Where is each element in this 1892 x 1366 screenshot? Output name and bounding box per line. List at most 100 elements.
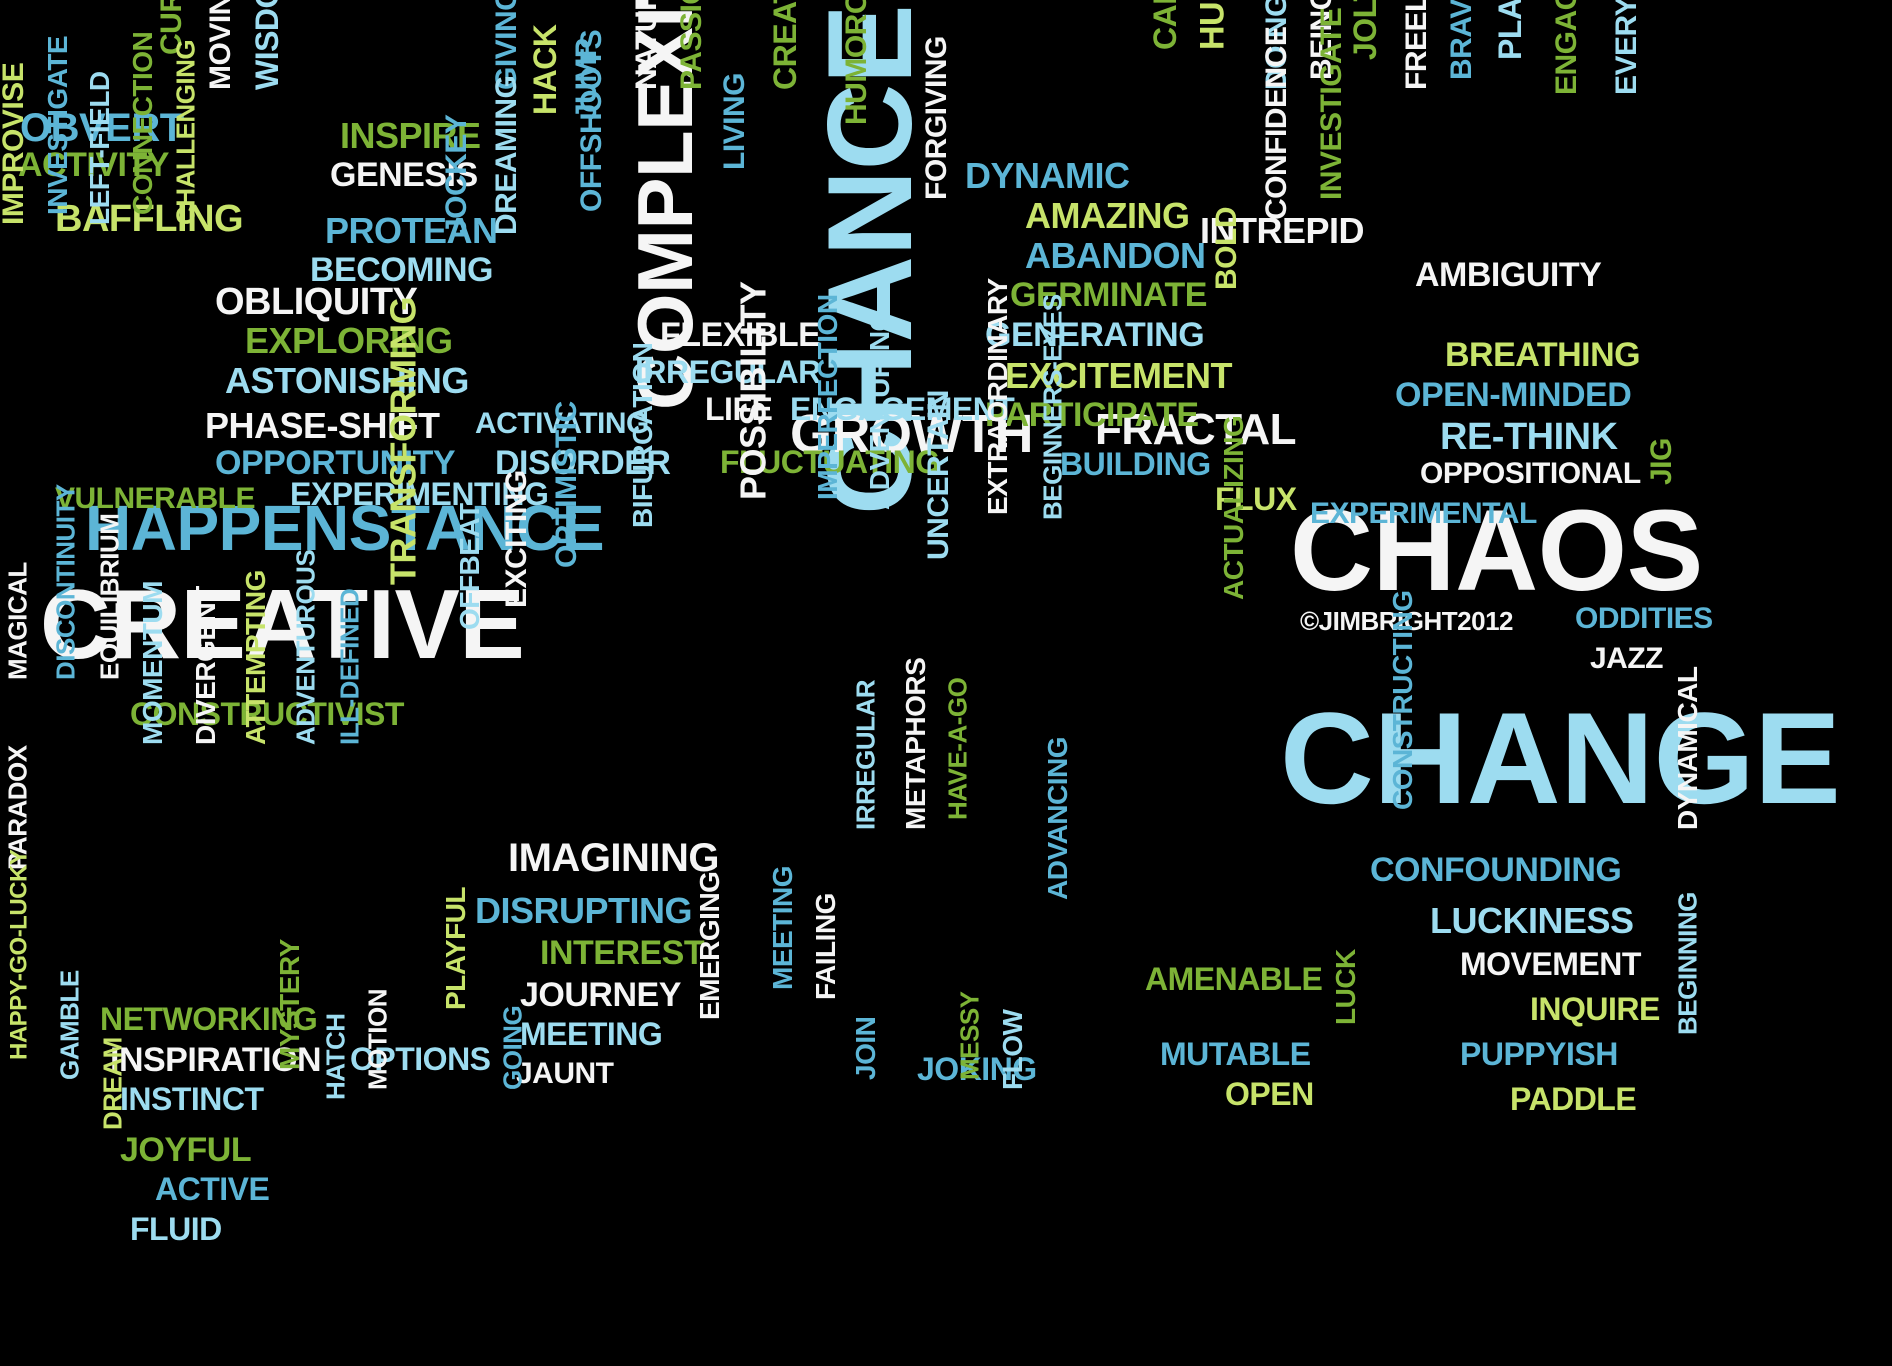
word-beginners-eyes: BEGINNERS-EYES (1042, 294, 1065, 520)
word-hatch: HATCH (325, 1013, 348, 1100)
word-hunch: HUNCH (1197, 0, 1228, 50)
word-interest: INTEREST (540, 938, 704, 969)
word-optimistic: OPTIMISTIC (553, 401, 580, 568)
word-offbeat: OFFBEAT (457, 503, 482, 630)
word-discontinuity: DISCONTINUITY (55, 484, 78, 680)
word-dreaming: DREAMING (493, 76, 520, 235)
wordcloud-canvas: CHANGECHANCECHAOSCREATIVECOMPLEXITYHAPPE… (0, 0, 1892, 1366)
word-disrupting: DISRUPTING (475, 895, 692, 927)
word-bold: BOLD (1213, 207, 1240, 290)
word-fluid: FLUID (130, 1215, 222, 1244)
word-vulnerable: VULNERABLE (55, 485, 255, 512)
word-humorous: HUMOROUS (843, 0, 870, 125)
word-jolting: JOLTING (1351, 0, 1380, 60)
word-engaging: ENGAGING (1553, 0, 1580, 95)
word-breathing: BREATHING (1445, 340, 1640, 371)
word-dynamical: DYNAMICAL (1675, 667, 1700, 831)
word-re-think: RE-THINK (1440, 420, 1618, 454)
word-movement: MOVEMENT (1460, 950, 1641, 979)
word-joyful: JOYFUL (120, 1135, 251, 1166)
word-freely: FREELY (1403, 0, 1430, 90)
word-building: BUILDING (1060, 450, 1211, 479)
word-improvise: IMPROVISE (0, 63, 27, 225)
word-jazz: JAZZ (1590, 645, 1663, 672)
word-wisdom: WISDOM (253, 0, 282, 90)
word-experimental: EXPERIMENTAL (1310, 500, 1537, 527)
word-journey: JOURNEY (520, 980, 681, 1011)
word-passion: PASSION (678, 0, 705, 90)
word-dream: DREAM (102, 1037, 125, 1130)
word-playful: PLAYFUL (443, 887, 468, 1010)
word-have-a-go: HAVE-A-GO (947, 678, 970, 820)
word-challenging: CHALLENGING (175, 40, 198, 225)
word-astonishing: ASTONISHING (225, 365, 469, 397)
word-investigate: INVESTIGATE (1318, 8, 1345, 200)
word-possibility: POSSIBILITY (738, 281, 770, 500)
word-uncertain: UNCERTAIN (925, 390, 952, 560)
word-instinct: INSTINCT (120, 1085, 264, 1114)
word-creating: CREATING (771, 0, 800, 90)
word-imagining: IMAGINING (508, 840, 719, 876)
word-luck: LUCK (1333, 949, 1358, 1025)
word-metaphors: METAPHORS (903, 658, 928, 830)
word-hack: HACK (531, 25, 560, 115)
word-can-do: CAN-DO (1151, 0, 1180, 50)
word-going: GOING (502, 1006, 525, 1090)
word-moving: MOVING (207, 0, 234, 90)
word-transforming: TRANSFORMING (388, 297, 420, 585)
word-actualizing: ACTUALIZING (1221, 416, 1246, 600)
word-irregular: IRREGULAR (855, 680, 878, 830)
word-join: JOIN (853, 1017, 878, 1080)
word-momentum: MOMENTUM (140, 581, 165, 745)
word-participate: PARTICIPATE (985, 400, 1199, 431)
word-exciting: EXCITING (503, 470, 530, 608)
word-mystery: MYSTERY (277, 939, 302, 1070)
word-amenable: AMENABLE (1145, 965, 1322, 994)
word-jaunt: JAUNT (516, 1060, 614, 1087)
word-magical: MAGICAL (7, 562, 30, 680)
word-puppyish: PUPPYISH (1460, 1040, 1618, 1069)
word-paddle: PADDLE (1510, 1085, 1636, 1114)
word-left-field: LEFT-FIELD (87, 71, 112, 225)
word-jockey: JOCKEY (443, 115, 470, 235)
word-living: LIVING (721, 73, 748, 170)
word-confidence: CONFIDENCE (1263, 27, 1290, 220)
word-ill-defined: ILL-DEFINED (339, 589, 362, 745)
word-abandon: ABANDON (1025, 240, 1206, 272)
word-change: CHANGE (1280, 700, 1840, 817)
word-gamble: GAMBLE (59, 970, 82, 1080)
word-motion: MOTION (367, 989, 390, 1090)
word-brave: BRAVE (1448, 0, 1475, 80)
word-dynamic: DYNAMIC (965, 160, 1130, 192)
word-equilibrium: EQUILIBRIUM (99, 514, 122, 680)
word-jig: JIG (1648, 438, 1675, 485)
word-irregular: IRREGULAR (635, 358, 821, 387)
word-oddities: ODDITIES (1575, 605, 1713, 632)
word-bifurcation: BIFURCATION (630, 343, 655, 528)
word-ambiguity: AMBIGUITY (1415, 260, 1601, 291)
word-failing: FAILING (813, 893, 838, 1000)
word-adventuring: ADVENTURING (867, 310, 892, 510)
word-flow: FLOW (1000, 1010, 1025, 1090)
word-open: OPEN (1225, 1080, 1314, 1109)
word-open-minded: OPEN-MINDED (1395, 380, 1631, 411)
word-adventurous: ADVENTUROUS (295, 550, 318, 745)
word-beginning: BEGINNING (1677, 892, 1700, 1035)
word-inquire: INQUIRE (1530, 995, 1660, 1024)
word-forgiving: FORGIVING (923, 36, 950, 200)
word-oppositional: OPPOSITIONAL (1420, 460, 1641, 487)
word-meeting: MEETING (770, 866, 795, 990)
word-extraordinary: EXTRAORDINARY (985, 278, 1010, 515)
word-messy: MESSY (959, 991, 982, 1080)
word-generating: GENERATING (985, 320, 1204, 351)
word-connection: CONNECTION (130, 32, 155, 215)
word-attempting: ATTEMPTING (243, 570, 268, 745)
word-constructing: CONSTRUCTING (1390, 590, 1415, 810)
word-divergent: DIVERGENT (193, 586, 218, 745)
word-imperfection: IMPERFECTION (815, 294, 840, 500)
word-active: ACTIVE (155, 1175, 269, 1204)
word-meeting: MEETING (520, 1020, 662, 1049)
word-emerging: EMERGING (697, 872, 722, 1020)
word-playing: PLAYING (1496, 0, 1525, 60)
word-confounding: CONFOUNDING (1370, 855, 1621, 886)
